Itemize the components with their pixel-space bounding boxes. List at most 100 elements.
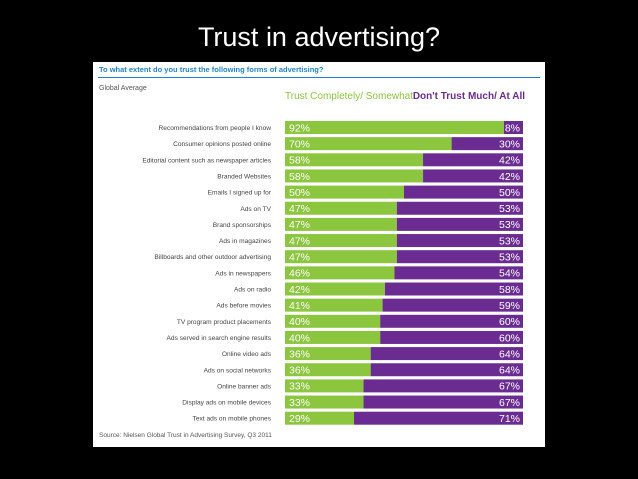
- data-label-distrust: 64%: [499, 348, 520, 360]
- bar-trust: [285, 282, 385, 296]
- category-label: Ads on radio: [234, 287, 271, 294]
- bar-distrust: [382, 298, 523, 312]
- category-label: Text ads on mobile phones: [193, 416, 272, 423]
- bar-trust: [285, 121, 504, 134]
- bar-distrust: [503, 121, 523, 134]
- bar-distrust: [404, 185, 523, 199]
- data-label-trust: 58%: [289, 155, 310, 167]
- category-label: Emails I signed up for: [208, 190, 272, 197]
- category-label: Display ads on mobile devices: [182, 400, 271, 407]
- category-label: Brand sponsorships: [213, 222, 272, 229]
- category-label: Consumer opinions posted online: [173, 141, 271, 148]
- data-label-trust: 46%: [289, 268, 310, 280]
- bar-distrust: [380, 330, 523, 344]
- chart-subtitle: Global Average: [99, 85, 147, 92]
- data-label-trust: 36%: [289, 348, 310, 360]
- data-label-trust: 47%: [289, 235, 310, 247]
- bar-distrust: [394, 266, 523, 280]
- category-label: Ads served in search engine results: [167, 335, 272, 342]
- data-label-distrust: 53%: [499, 203, 520, 215]
- bar-distrust: [396, 250, 523, 264]
- category-label: Branded Websites: [217, 173, 271, 180]
- category-label: Online banner ads: [217, 383, 272, 390]
- bar-trust: [285, 153, 424, 167]
- legend-trust: Trust Completely/ Somewhat: [285, 91, 414, 102]
- bar-trust: [285, 347, 371, 361]
- bar-trust: [285, 185, 404, 199]
- data-label-distrust: 8%: [505, 122, 520, 134]
- bar-trust: [285, 217, 397, 231]
- title-divider: [98, 77, 540, 78]
- data-label-distrust: 67%: [499, 381, 520, 393]
- category-label: Ads on TV: [240, 206, 271, 213]
- bar-distrust: [363, 379, 523, 393]
- bar-trust: [285, 379, 364, 393]
- category-label: Ads before movies: [216, 303, 271, 310]
- data-label-distrust: 71%: [499, 413, 520, 425]
- data-label-distrust: 30%: [499, 138, 520, 150]
- bar-distrust: [370, 363, 523, 377]
- bar-distrust: [370, 347, 523, 361]
- category-label: Ads on social networks: [204, 367, 272, 374]
- data-label-trust: 41%: [289, 300, 310, 312]
- chart-source: Source: Nielsen Global Trust in Advertis…: [99, 432, 272, 439]
- data-label-distrust: 42%: [499, 155, 520, 167]
- legend-distrust: Don't Trust Much/ At All: [412, 91, 525, 102]
- data-label-trust: 42%: [289, 284, 310, 296]
- data-label-trust: 33%: [289, 381, 310, 393]
- data-label-distrust: 42%: [499, 171, 520, 183]
- data-label-distrust: 50%: [499, 187, 520, 199]
- bar-trust: [285, 298, 383, 312]
- bar-distrust: [363, 395, 523, 409]
- category-label: Billboards and other outdoor advertising: [154, 254, 271, 261]
- stacked-bar-chart: Recommendations from people I know 92% 8% C…: [142, 121, 523, 425]
- data-label-trust: 58%: [289, 171, 310, 183]
- bar-distrust: [451, 137, 523, 151]
- bar-trust: [285, 395, 364, 409]
- data-label-trust: 33%: [289, 397, 310, 409]
- bar-trust: [285, 314, 381, 328]
- category-label: Ads in newspapers: [215, 270, 271, 277]
- bar-distrust: [423, 169, 523, 183]
- data-label-trust: 29%: [289, 413, 310, 425]
- bar-trust: [285, 169, 424, 183]
- data-label-trust: 92%: [289, 122, 310, 134]
- data-label-distrust: 60%: [499, 316, 520, 328]
- data-label-distrust: 54%: [499, 268, 520, 280]
- data-label-trust: 47%: [289, 203, 310, 215]
- data-label-distrust: 58%: [499, 284, 520, 296]
- bar-trust: [285, 411, 355, 425]
- bar-distrust: [396, 201, 523, 215]
- data-label-distrust: 59%: [499, 300, 520, 312]
- bar-trust: [285, 363, 371, 377]
- data-label-trust: 36%: [289, 365, 310, 377]
- bar-trust: [285, 234, 397, 248]
- category-label: Recommendations from people I know: [158, 125, 271, 132]
- bar-distrust: [396, 234, 523, 248]
- bar-trust: [285, 266, 395, 280]
- bar-trust: [285, 250, 397, 264]
- slide-title: Trust in advertising?: [197, 22, 441, 52]
- chart-panel: To what extent do you trust the followin…: [93, 62, 545, 447]
- category-label: Ads in magazines: [219, 238, 272, 245]
- data-label-distrust: 60%: [499, 332, 520, 344]
- chart-title: To what extent do you trust the followin…: [99, 65, 324, 74]
- category-label: TV program product placements: [177, 319, 272, 326]
- data-label-distrust: 53%: [499, 219, 520, 231]
- data-label-trust: 47%: [289, 219, 310, 231]
- data-label-trust: 50%: [289, 187, 310, 199]
- data-label-trust: 47%: [289, 252, 310, 264]
- category-label: Online video ads: [222, 351, 272, 358]
- category-label: Editorial content such as newspaper arti…: [142, 157, 271, 164]
- bar-trust: [285, 201, 397, 215]
- data-label-distrust: 64%: [499, 365, 520, 377]
- bar-distrust: [380, 314, 523, 328]
- bar-distrust: [396, 217, 523, 231]
- bar-distrust: [354, 411, 523, 425]
- data-label-distrust: 53%: [499, 235, 520, 247]
- bar-distrust: [423, 153, 523, 167]
- bar-distrust: [384, 282, 523, 296]
- bar-trust: [285, 137, 452, 151]
- data-label-trust: 40%: [289, 316, 310, 328]
- data-label-trust: 40%: [289, 332, 310, 344]
